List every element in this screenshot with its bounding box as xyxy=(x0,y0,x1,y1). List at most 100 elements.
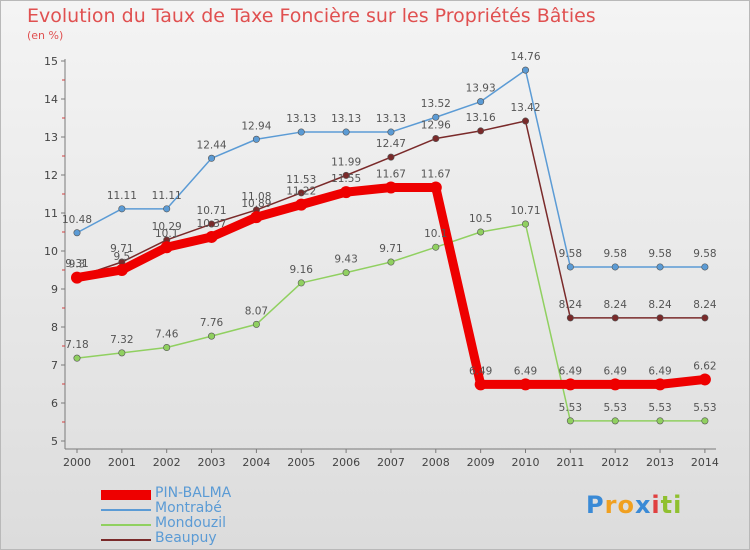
data-point xyxy=(656,263,664,271)
data-point xyxy=(71,271,83,284)
data-point xyxy=(698,373,711,386)
data-label: 6.49 xyxy=(559,365,582,377)
data-point xyxy=(163,205,171,213)
data-label: 9.71 xyxy=(379,243,402,255)
data-label: 12.94 xyxy=(241,120,271,132)
legend-swatch xyxy=(101,490,151,500)
legend-label: Beaupuy xyxy=(155,530,217,546)
data-label: 11.55 xyxy=(331,173,361,185)
data-point xyxy=(295,198,308,211)
x-tick-label: 2009 xyxy=(467,456,495,469)
data-point xyxy=(564,378,577,391)
data-label: 6.62 xyxy=(693,360,716,372)
data-label: 6.49 xyxy=(469,365,492,377)
data-point xyxy=(429,181,442,194)
y-tick-label: 12 xyxy=(44,169,58,182)
data-label: 9.58 xyxy=(604,248,627,260)
data-label: 9.3 xyxy=(69,259,86,271)
x-tick-label: 2007 xyxy=(377,456,405,469)
data-label: 13.93 xyxy=(466,83,496,95)
data-point xyxy=(160,241,173,254)
data-label: 11.53 xyxy=(286,174,316,186)
data-point xyxy=(118,205,126,213)
chart-title: Evolution du Taux de Taxe Foncière sur l… xyxy=(27,5,596,27)
data-label: 5.53 xyxy=(604,402,627,414)
y-axis-unit: (en %) xyxy=(27,29,64,42)
data-label: 6.49 xyxy=(604,365,627,377)
data-point xyxy=(477,228,485,236)
data-point xyxy=(208,220,216,228)
series-line xyxy=(76,183,706,389)
data-label: 11.67 xyxy=(376,169,406,181)
data-point xyxy=(519,378,532,391)
data-point xyxy=(297,279,305,287)
data-label: 9.5 xyxy=(113,251,130,263)
x-tick-label: 2004 xyxy=(242,456,270,469)
logo-letter: x xyxy=(634,491,652,519)
data-point xyxy=(118,349,126,357)
data-label: 9.58 xyxy=(559,248,582,260)
data-point xyxy=(566,263,574,271)
data-point xyxy=(654,378,667,391)
data-label: 10.71 xyxy=(197,205,227,217)
data-point xyxy=(387,258,395,266)
data-label: 8.07 xyxy=(245,305,268,317)
data-point xyxy=(340,186,353,199)
x-tick-label: 2003 xyxy=(198,456,226,469)
data-label: 12.44 xyxy=(197,139,227,151)
data-label: 12.47 xyxy=(376,138,406,150)
legend-item: PIN-BALMA xyxy=(101,485,301,501)
data-label: 11.99 xyxy=(331,156,361,168)
data-point xyxy=(566,417,574,425)
data-point xyxy=(521,117,529,125)
data-point xyxy=(297,128,305,136)
data-label: 9.58 xyxy=(693,248,716,260)
data-label: 10.89 xyxy=(241,198,271,210)
data-point xyxy=(208,332,216,340)
data-label: 11.11 xyxy=(152,190,182,202)
data-point xyxy=(656,314,664,322)
y-tick-label: 15 xyxy=(44,55,58,68)
data-point xyxy=(432,113,440,121)
data-point xyxy=(205,230,218,243)
data-label: 13.13 xyxy=(286,113,316,125)
data-label: 11.11 xyxy=(107,190,137,202)
data-point xyxy=(701,417,709,425)
data-point xyxy=(474,378,487,391)
data-point xyxy=(656,417,664,425)
data-label: 7.32 xyxy=(110,334,133,346)
data-point xyxy=(163,344,171,352)
data-label: 10.5 xyxy=(469,213,492,225)
data-point xyxy=(701,263,709,271)
data-label: 11.08 xyxy=(241,191,271,203)
legend-label: PIN-BALMA xyxy=(155,485,232,501)
legend-swatch xyxy=(101,539,151,541)
data-label: 10.29 xyxy=(152,221,182,233)
data-point xyxy=(208,154,216,162)
y-tick-label: 9 xyxy=(51,283,58,296)
data-point xyxy=(73,354,81,362)
data-label: 8.24 xyxy=(559,299,583,311)
data-label: 13.42 xyxy=(510,102,540,114)
legend-item: Mondouzil xyxy=(101,515,301,531)
data-point xyxy=(611,263,619,271)
x-tick-label: 2011 xyxy=(556,456,584,469)
x-tick-label: 2006 xyxy=(332,456,360,469)
x-tick-label: 2001 xyxy=(108,456,136,469)
data-point xyxy=(477,127,485,135)
logo-letter: r xyxy=(604,491,618,519)
data-label: 9.43 xyxy=(334,254,357,266)
data-point xyxy=(432,243,440,251)
x-tick-label: 2014 xyxy=(691,456,719,469)
data-point xyxy=(387,128,395,136)
y-tick-label: 14 xyxy=(44,93,58,106)
x-tick-label: 2005 xyxy=(287,456,315,469)
data-label: 9.31 xyxy=(65,258,88,270)
y-tick-label: 10 xyxy=(44,245,58,258)
data-point xyxy=(252,135,260,143)
data-label: 10.71 xyxy=(510,205,540,217)
data-point xyxy=(609,378,622,391)
data-label: 6.49 xyxy=(648,365,671,377)
